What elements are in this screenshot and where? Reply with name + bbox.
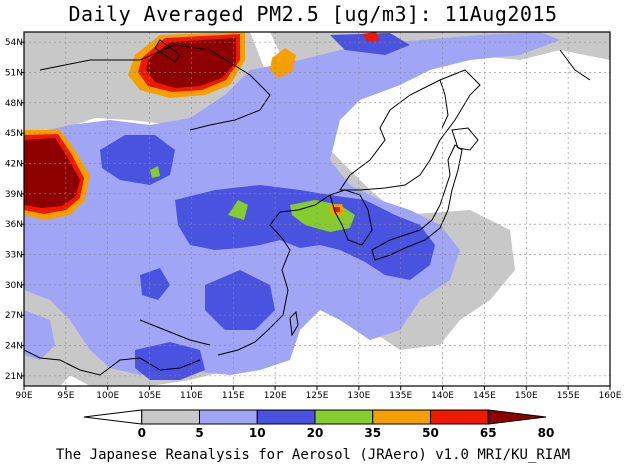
lat-tick-labels: 54N 51N 48N 45N 42N 39N 36N 33N 30N 27N 24N 21N bbox=[5, 38, 24, 382]
blue-region-west-patch bbox=[140, 268, 170, 300]
colorbar-level-label: 5 bbox=[195, 426, 203, 440]
colorbar-swatch bbox=[256, 409, 316, 425]
lake-baikal bbox=[154, 39, 181, 63]
coastline-japan bbox=[371, 144, 463, 261]
lat-tick-label: 24N bbox=[5, 342, 23, 352]
lightblue-region-southwest bbox=[24, 310, 55, 360]
colorbar-level-label: 80 bbox=[538, 426, 555, 440]
colorbar-level-label: 20 bbox=[307, 426, 324, 440]
footer-credit: The Japanese Reanalysis for Aerosol (JRA… bbox=[55, 447, 571, 463]
lon-tick-label: 160E bbox=[599, 391, 622, 401]
green-region-north-china bbox=[228, 200, 248, 220]
lon-tick-label: 155E bbox=[557, 391, 580, 401]
colorbar: 0 5 10 20 35 50 65 80 bbox=[83, 409, 555, 440]
lon-tick-label: 90E bbox=[15, 391, 32, 401]
lon-tick-label: 140E bbox=[431, 391, 454, 401]
lon-tick-label: 130E bbox=[347, 391, 370, 401]
plume-west-darkred bbox=[24, 138, 80, 208]
lon-tick-labels: 90E 95E 100E 105E 110E 115E 120E 125E 130E 135E 14… bbox=[15, 386, 622, 401]
lat-tick-label: 51N bbox=[5, 68, 23, 78]
lon-tick-label: 125E bbox=[306, 391, 329, 401]
map-title: Daily Averaged PM2.5 [ug/m3]: 11Aug2015 bbox=[68, 2, 558, 26]
blue-region-south bbox=[135, 342, 205, 380]
border-mongolia bbox=[39, 44, 271, 131]
colorbar-swatch bbox=[372, 409, 431, 425]
coastline-asia bbox=[339, 69, 481, 191]
coastline-kamchatka bbox=[559, 49, 591, 81]
lat-tick-label: 39N bbox=[5, 190, 23, 200]
lon-tick-label: 135E bbox=[389, 391, 412, 401]
colorbar-level-label: 10 bbox=[249, 426, 266, 440]
colorbar-swatch bbox=[430, 409, 489, 425]
lon-tick-label: 100E bbox=[96, 391, 119, 401]
lon-tick-label: 115E bbox=[222, 391, 245, 401]
coastline-korea bbox=[329, 189, 373, 246]
blue-region-northeast bbox=[330, 33, 410, 55]
lat-tick-label: 42N bbox=[5, 159, 23, 169]
lon-tick-label: 95E bbox=[57, 391, 74, 401]
lat-tick-label: 33N bbox=[5, 251, 23, 261]
colorbar-swatch bbox=[83, 409, 143, 425]
colorbar-level-label: 35 bbox=[364, 426, 381, 440]
colorbar-swatch bbox=[487, 409, 547, 425]
plume-north-small-red bbox=[362, 32, 380, 42]
colorbar-swatch bbox=[141, 409, 200, 425]
colorbar-level-label: 65 bbox=[480, 426, 497, 440]
lat-tick-label: 45N bbox=[5, 129, 23, 139]
lat-tick-label: 48N bbox=[5, 99, 23, 109]
lon-tick-label: 150E bbox=[515, 391, 538, 401]
border-south-china bbox=[139, 319, 211, 346]
pm25-field bbox=[24, 32, 610, 386]
colorbar-swatch bbox=[314, 409, 374, 425]
colorbar-swatch bbox=[199, 409, 258, 425]
coastline-hokkaido bbox=[451, 127, 479, 151]
coastline-china-east bbox=[217, 194, 331, 356]
lat-tick-label: 54N bbox=[5, 38, 23, 48]
lon-tick-label: 120E bbox=[264, 391, 287, 401]
lon-tick-label: 110E bbox=[180, 391, 203, 401]
plume-north-small bbox=[270, 48, 296, 78]
graticule bbox=[24, 32, 610, 386]
plume-north-darkred bbox=[146, 38, 236, 88]
green-region-small bbox=[150, 166, 160, 178]
coastline-taiwan bbox=[289, 310, 299, 337]
lat-tick-label: 36N bbox=[5, 220, 23, 230]
lat-tick-label: 27N bbox=[5, 311, 23, 321]
lat-tick-label: 30N bbox=[5, 281, 23, 291]
colorbar-level-label: 0 bbox=[138, 426, 146, 440]
blue-region-central bbox=[205, 270, 275, 330]
lon-tick-label: 145E bbox=[473, 391, 496, 401]
colorbar-level-label: 50 bbox=[422, 426, 439, 440]
coastline-indochina bbox=[24, 349, 201, 376]
lat-tick-label: 21N bbox=[5, 372, 23, 382]
lon-tick-label: 105E bbox=[138, 391, 161, 401]
